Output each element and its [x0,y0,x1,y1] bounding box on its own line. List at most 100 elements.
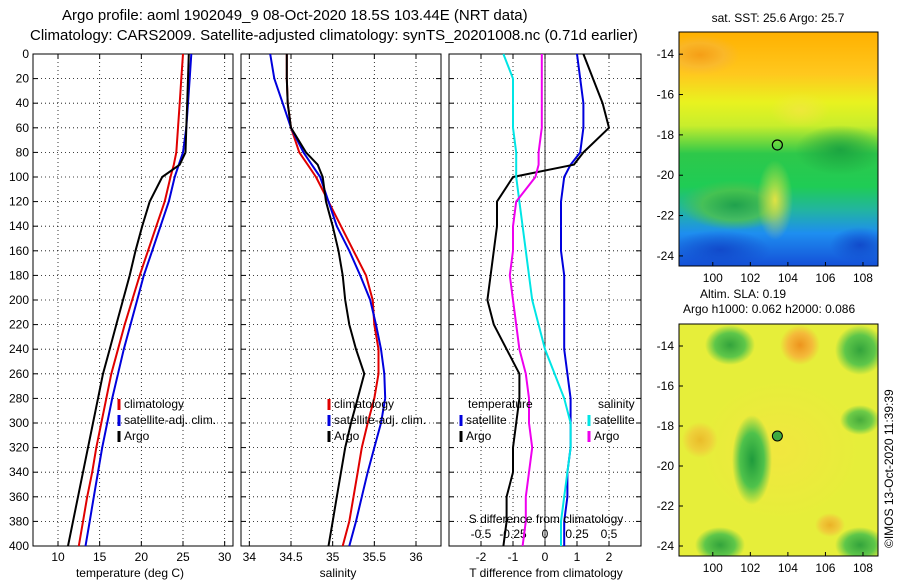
series-line-salinity-argo [508,54,543,547]
sla-map-title-line2: Argo h1000: 0.062 h2000: 0.086 [683,302,855,316]
legend-label-sal-satellite: satellite [594,413,635,427]
x-tick-label: 1 [574,550,581,564]
x-tick-label: 20 [135,550,149,564]
series-line-argo [285,54,366,547]
y-tick-label: 20 [16,72,30,86]
series-line-salinity-satellite [502,53,572,546]
map-x-tick-label: 102 [740,271,760,285]
map-y-tick-label: -20 [657,459,675,473]
salinity-legend: climatology satellite-adj. clim. Argo [327,397,426,443]
x-tick-label: 36 [409,550,423,564]
difference-profile-panel: -2 -1 0 1 2-0.5 -0.25 0 0.25 0.5 [448,53,642,564]
y-tick-label: 180 [9,268,29,282]
legend-label-temp-argo: Argo [466,429,492,443]
sst-map-patch [830,227,878,263]
series-line-climatology [285,54,380,547]
y-tick-label: 300 [9,416,29,430]
legend-label-climatology: climatology [124,397,184,411]
sst-map-patch [757,160,793,240]
temperature-legend: climatology satellite-adj. clim. Argo [117,397,216,443]
y-tick-label: 200 [9,293,29,307]
map-y-tick-label: -20 [657,168,675,182]
map-y-tick-label: -18 [657,419,675,433]
x-tick-label: 34.5 [279,550,303,564]
map-y-tick-label: -14 [657,47,675,61]
y-tick-label: 40 [16,96,30,110]
y-tick-label: 400 [9,539,29,553]
y-tick-label: 100 [9,170,29,184]
x-tick-label: 25 [176,550,190,564]
map-x-tick-label: 106 [815,271,835,285]
map-y-tick-label: -24 [657,249,675,263]
s-x-tick-label: 0.5 [601,527,618,541]
y-tick-label: 60 [16,121,30,135]
map-x-tick-label: 108 [853,271,873,285]
series-line-argo [67,53,190,547]
y-tick-label: 260 [9,367,29,381]
map-y-tick-label: -16 [657,379,675,393]
y-tick-label: 320 [9,441,29,455]
figure-title-line2: Climatology: CARS2009. Satellite-adjuste… [30,27,638,44]
sla-map-patch [695,527,745,556]
sst-map-frame [678,31,879,267]
legend-label-sal-argo: Argo [594,429,620,443]
s-x-tick-label: 0.25 [565,527,589,541]
sla-argo-position-marker [771,430,783,442]
series-line-temperature-satellite [560,53,585,546]
y-tick-label: 80 [16,145,30,159]
x-tick-label: 15 [93,550,107,564]
x-tick-label: 34 [243,550,257,564]
x-tick-label: 10 [51,550,65,564]
y-tick-label: 220 [9,318,29,332]
legend-title-salinity: salinity [598,397,635,411]
sla-map-axes: -14 -16 -18 -20 -22 -24 100 102 104 106 108 [657,339,874,575]
s-x-tick-label: -0.5 [471,527,492,541]
series-line-satellite-adj-clim- [269,53,387,547]
map-y-tick-label: -24 [657,539,675,553]
y-tick-label: 240 [9,342,29,356]
sla-map-patch [700,380,860,520]
sla-map-patch [732,415,772,505]
salinity-xlabel: salinity [320,566,357,580]
sst-map: -14 -16 -18 -20 -22 -24 100 102 104 106 108 [657,31,879,285]
sla-map-patch [840,405,878,435]
x-tick-label: 2 [606,550,613,564]
map-x-tick-label: 100 [703,271,723,285]
y-tick-label: 120 [9,195,29,209]
x-tick-label: -1 [508,550,519,564]
difference-legend: temperature satellite Argo salinity sate… [459,397,635,443]
legend-label-argo: Argo [334,429,360,443]
sst-map-axes: -14 -16 -18 -20 -22 -24 100 102 104 106 108 [657,47,874,285]
y-tick-label: 280 [9,391,29,405]
map-x-tick-label: 104 [778,561,798,575]
map-x-tick-label: 100 [703,561,723,575]
sst-map-title: sat. SST: 25.6 Argo: 25.7 [712,11,845,25]
y-tick-label: 140 [9,219,29,233]
figure-title-line1: Argo profile: aoml 1902049_9 08-Oct-2020… [62,7,528,24]
y-tick-label: 360 [9,490,29,504]
map-y-tick-label: -18 [657,128,675,142]
legend-title-temperature: temperature [468,397,533,411]
imos-credit: ©IMOS 13-Oct-2020 11:39:39 [882,389,896,548]
legend-label-satellite: satellite-adj. clim. [334,413,426,427]
y-tick-label: 0 [22,47,29,61]
x-tick-label: 30 [218,550,232,564]
map-x-tick-label: 102 [740,561,760,575]
map-y-tick-label: -16 [657,88,675,102]
legend-label-climatology: climatology [334,397,394,411]
map-y-tick-label: -14 [657,339,675,353]
sst-map-patch [679,35,740,75]
map-y-tick-label: -22 [657,499,675,513]
sla-map-patch [815,513,845,537]
s-difference-label: S difference from climatology [469,512,624,526]
map-x-tick-label: 108 [853,561,873,575]
y-tick-label: 380 [9,514,29,528]
x-tick-label: 35.5 [363,550,387,564]
x-tick-label: -2 [476,550,487,564]
map-y-tick-label: -22 [657,209,675,223]
salinity-profile-panel: 34 34.5 35 35.5 36 [240,53,442,564]
y-tick-label: 160 [9,244,29,258]
sst-map-patch [679,230,770,266]
series-line-climatology [77,53,184,547]
